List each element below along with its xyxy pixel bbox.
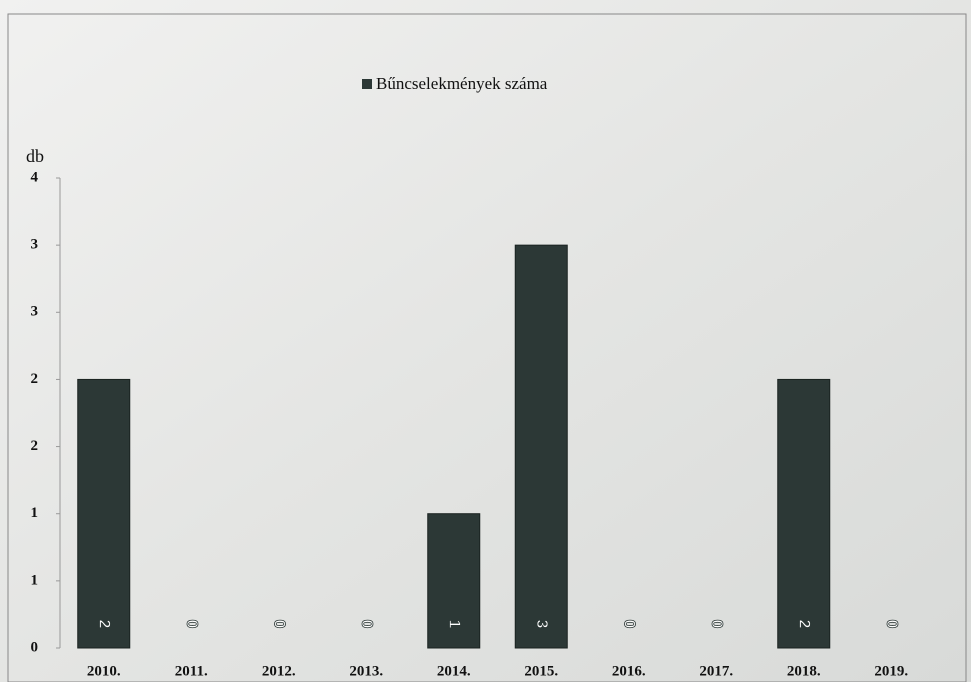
x-tick-label: 2018. bbox=[787, 663, 821, 679]
bar bbox=[427, 513, 481, 649]
x-tick-label: 2010. bbox=[87, 663, 121, 679]
bar bbox=[77, 378, 131, 649]
value-label: 0 bbox=[358, 620, 375, 629]
value-label: 0 bbox=[271, 620, 288, 629]
value-label: 1 bbox=[446, 620, 463, 629]
x-tick-label: 2015. bbox=[524, 663, 558, 679]
legend-swatch bbox=[362, 79, 372, 89]
y-tick-label: 1 bbox=[31, 505, 39, 521]
y-tick-label: 4 bbox=[31, 169, 39, 185]
value-label: 2 bbox=[796, 620, 813, 629]
value-label: 2 bbox=[96, 620, 113, 629]
bar bbox=[777, 378, 831, 649]
x-tick-label: 2017. bbox=[699, 663, 733, 679]
frame bbox=[7, 13, 967, 682]
y-tick-label: 3 bbox=[31, 237, 39, 253]
value-label: 0 bbox=[708, 620, 725, 629]
y-axis-label: db bbox=[26, 146, 44, 166]
legend-label: Bűncselekmények száma bbox=[376, 74, 548, 93]
value-label: 3 bbox=[533, 620, 550, 629]
y-tick-label: 1 bbox=[31, 572, 39, 588]
x-tick-label: 2012. bbox=[262, 663, 296, 679]
y-tick-label: 0 bbox=[31, 639, 39, 655]
x-tick-label: 2019. bbox=[874, 663, 908, 679]
value-label: 0 bbox=[183, 620, 200, 629]
x-tick-label: 2013. bbox=[349, 663, 383, 679]
value-label: 0 bbox=[621, 620, 638, 629]
x-tick-label: 2011. bbox=[175, 663, 208, 679]
y-tick-label: 3 bbox=[31, 304, 39, 320]
y-tick-label: 2 bbox=[31, 438, 39, 454]
x-tick-label: 2016. bbox=[612, 663, 646, 679]
value-label: 0 bbox=[883, 620, 900, 629]
bar bbox=[514, 244, 568, 649]
x-tick-label: 2014. bbox=[437, 663, 471, 679]
y-tick-label: 2 bbox=[31, 371, 39, 387]
